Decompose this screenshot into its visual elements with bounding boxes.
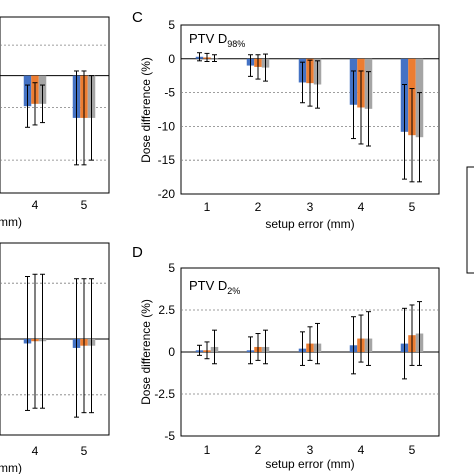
panel-a-errorbar-gray-5 <box>89 75 94 161</box>
panel-c-x-axis-label: setup error (mm) <box>265 217 354 231</box>
panel-d-x-tick-label: 1 <box>204 443 211 457</box>
panel-c-errorbar-blue-1 <box>197 52 202 62</box>
panel-d-errorbar-orange-5 <box>409 304 415 366</box>
panel-d: D 5 2.5 0 -2.5 -5 1 2 3 4 5 PTV D2% setup error … <box>132 244 440 471</box>
panel-d-errorbar-blue-5 <box>402 307 407 380</box>
panel-d-errorbar-blue-3 <box>300 331 305 366</box>
panel-c-errorbar-blue-5 <box>402 83 407 180</box>
panel-c-errorbar-orange-4 <box>358 70 364 145</box>
panel-c-y-axis-label: Dose difference (%) <box>139 57 153 163</box>
panel-a-errorbar-gray-4 <box>40 84 45 124</box>
panel-d-errorbar-orange-2 <box>255 333 261 361</box>
panel-c-errorbar-gray-5 <box>417 92 422 183</box>
panel-a: 4 5 (mm) <box>0 16 110 229</box>
panel-c-y-tick-label: 0 <box>168 52 175 66</box>
panel-d-x-tick-label: 4 <box>358 443 365 457</box>
panel-d-y-tick-label: 2.5 <box>158 303 175 317</box>
panel-a-x-axis-label: (mm) <box>0 215 22 229</box>
panel-d-errorbar-orange-4 <box>358 314 364 363</box>
panel-d-y-axis-label: Dose difference (%) <box>139 299 153 405</box>
panel-a-errorbar-orange-4 <box>32 82 38 126</box>
panel-c-y-tick-label: -10 <box>158 119 176 133</box>
panel-d-errorbar-gray-5 <box>417 301 422 366</box>
panel-a-x-tick-5: 5 <box>81 198 88 212</box>
panel-c-errorbar-blue-2 <box>248 54 253 77</box>
panel-c-y-tick-label: 5 <box>168 18 175 32</box>
panel-c-title-main: PTV D <box>189 31 227 46</box>
panel-d-x-tick-label: 3 <box>307 443 314 457</box>
panel-c-errorbar-blue-3 <box>300 61 305 104</box>
panel-d-y-tick-label: -5 <box>164 429 175 443</box>
panel-d-errorbar-gray-3 <box>315 322 320 365</box>
panel-d-errorbar-orange-3 <box>307 326 313 361</box>
panel-d-errorbar-blue-2 <box>248 336 253 365</box>
panel-b-x-tick-5: 5 <box>81 444 88 458</box>
panel-d-x-tick-label: 2 <box>255 443 262 457</box>
panel-b: 4 5 (mm) <box>0 242 110 474</box>
panel-c-x-tick-label: 2 <box>255 200 262 214</box>
panel-a-errorbar-blue-4 <box>25 84 30 128</box>
legend-frame-cropped <box>466 166 474 274</box>
panel-d-errorbar-gray-1 <box>212 329 217 365</box>
panel-c-errorbar-orange-3 <box>307 59 313 107</box>
panel-d-x-tick-label: 5 <box>409 443 416 457</box>
panel-d-errorbar-blue-4 <box>351 316 356 375</box>
panel-c-errorbar-orange-1 <box>204 52 210 63</box>
panel-c-x-tick-label: 4 <box>358 200 365 214</box>
panel-d-errorbar-gray-4 <box>366 311 371 366</box>
panel-d-y-tick-label: 5 <box>168 261 175 275</box>
panel-c-errorbar-gray-4 <box>366 71 371 147</box>
panel-d-errorbar-gray-2 <box>263 329 268 365</box>
panel-d-letter: D <box>132 244 143 261</box>
panel-b-errorbar-blue-5 <box>74 278 79 418</box>
panel-b-x-axis-label: (mm) <box>0 461 22 474</box>
panel-b-errorbar-gray-5 <box>89 278 94 414</box>
panel-d-title-main: PTV D <box>189 278 227 293</box>
panel-d-y-tick-label: 0 <box>168 345 175 359</box>
panel-c-y-tick-label: -15 <box>158 153 176 167</box>
panel-c-letter: C <box>132 9 143 26</box>
panel-c-x-tick-label: 3 <box>307 200 314 214</box>
panel-d-x-axis-label: setup error (mm) <box>265 457 354 471</box>
panel-a-errorbar-orange-5 <box>81 70 87 166</box>
panel-c-title: PTV D98% <box>189 31 245 49</box>
panel-c-title-subscript: 98% <box>227 39 245 49</box>
panel-d-title: PTV D2% <box>189 278 240 296</box>
panel-b-x-tick-4: 4 <box>32 444 39 458</box>
panel-c-x-tick-label: 5 <box>409 200 416 214</box>
panel-d-title-subscript: 2% <box>227 286 240 296</box>
panel-b-errorbar-blue-4 <box>25 275 30 411</box>
panel-c-errorbar-blue-4 <box>351 70 356 140</box>
panel-c-errorbar-gray-1 <box>212 54 217 63</box>
panel-c-frame <box>180 24 440 195</box>
panel-c-errorbar-orange-2 <box>255 54 261 80</box>
panel-c-y-tick-label: -20 <box>158 187 176 201</box>
panel-c: C 5 0 -5 -10 -15 -20 1 2 3 4 5 PTV D98% setup err… <box>132 9 440 231</box>
panel-d-y-tick-label: -2.5 <box>154 387 175 401</box>
panel-c-errorbar-orange-5 <box>409 88 415 183</box>
panel-b-errorbar-orange-4 <box>32 273 38 409</box>
panel-a-x-tick-4: 4 <box>32 198 39 212</box>
panel-c-errorbar-gray-3 <box>315 60 320 109</box>
panel-b-errorbar-orange-5 <box>81 278 87 414</box>
panel-d-errorbar-orange-1 <box>204 341 210 360</box>
panel-b-errorbar-gray-4 <box>40 273 45 409</box>
panel-a-errorbar-blue-5 <box>74 70 79 166</box>
panel-c-y-tick-label: -5 <box>164 86 175 100</box>
panel-c-x-tick-label: 1 <box>204 200 211 214</box>
panel-d-errorbar-blue-1 <box>197 344 202 356</box>
panel-c-errorbar-gray-2 <box>263 53 268 82</box>
panel-a-frame <box>0 16 110 194</box>
